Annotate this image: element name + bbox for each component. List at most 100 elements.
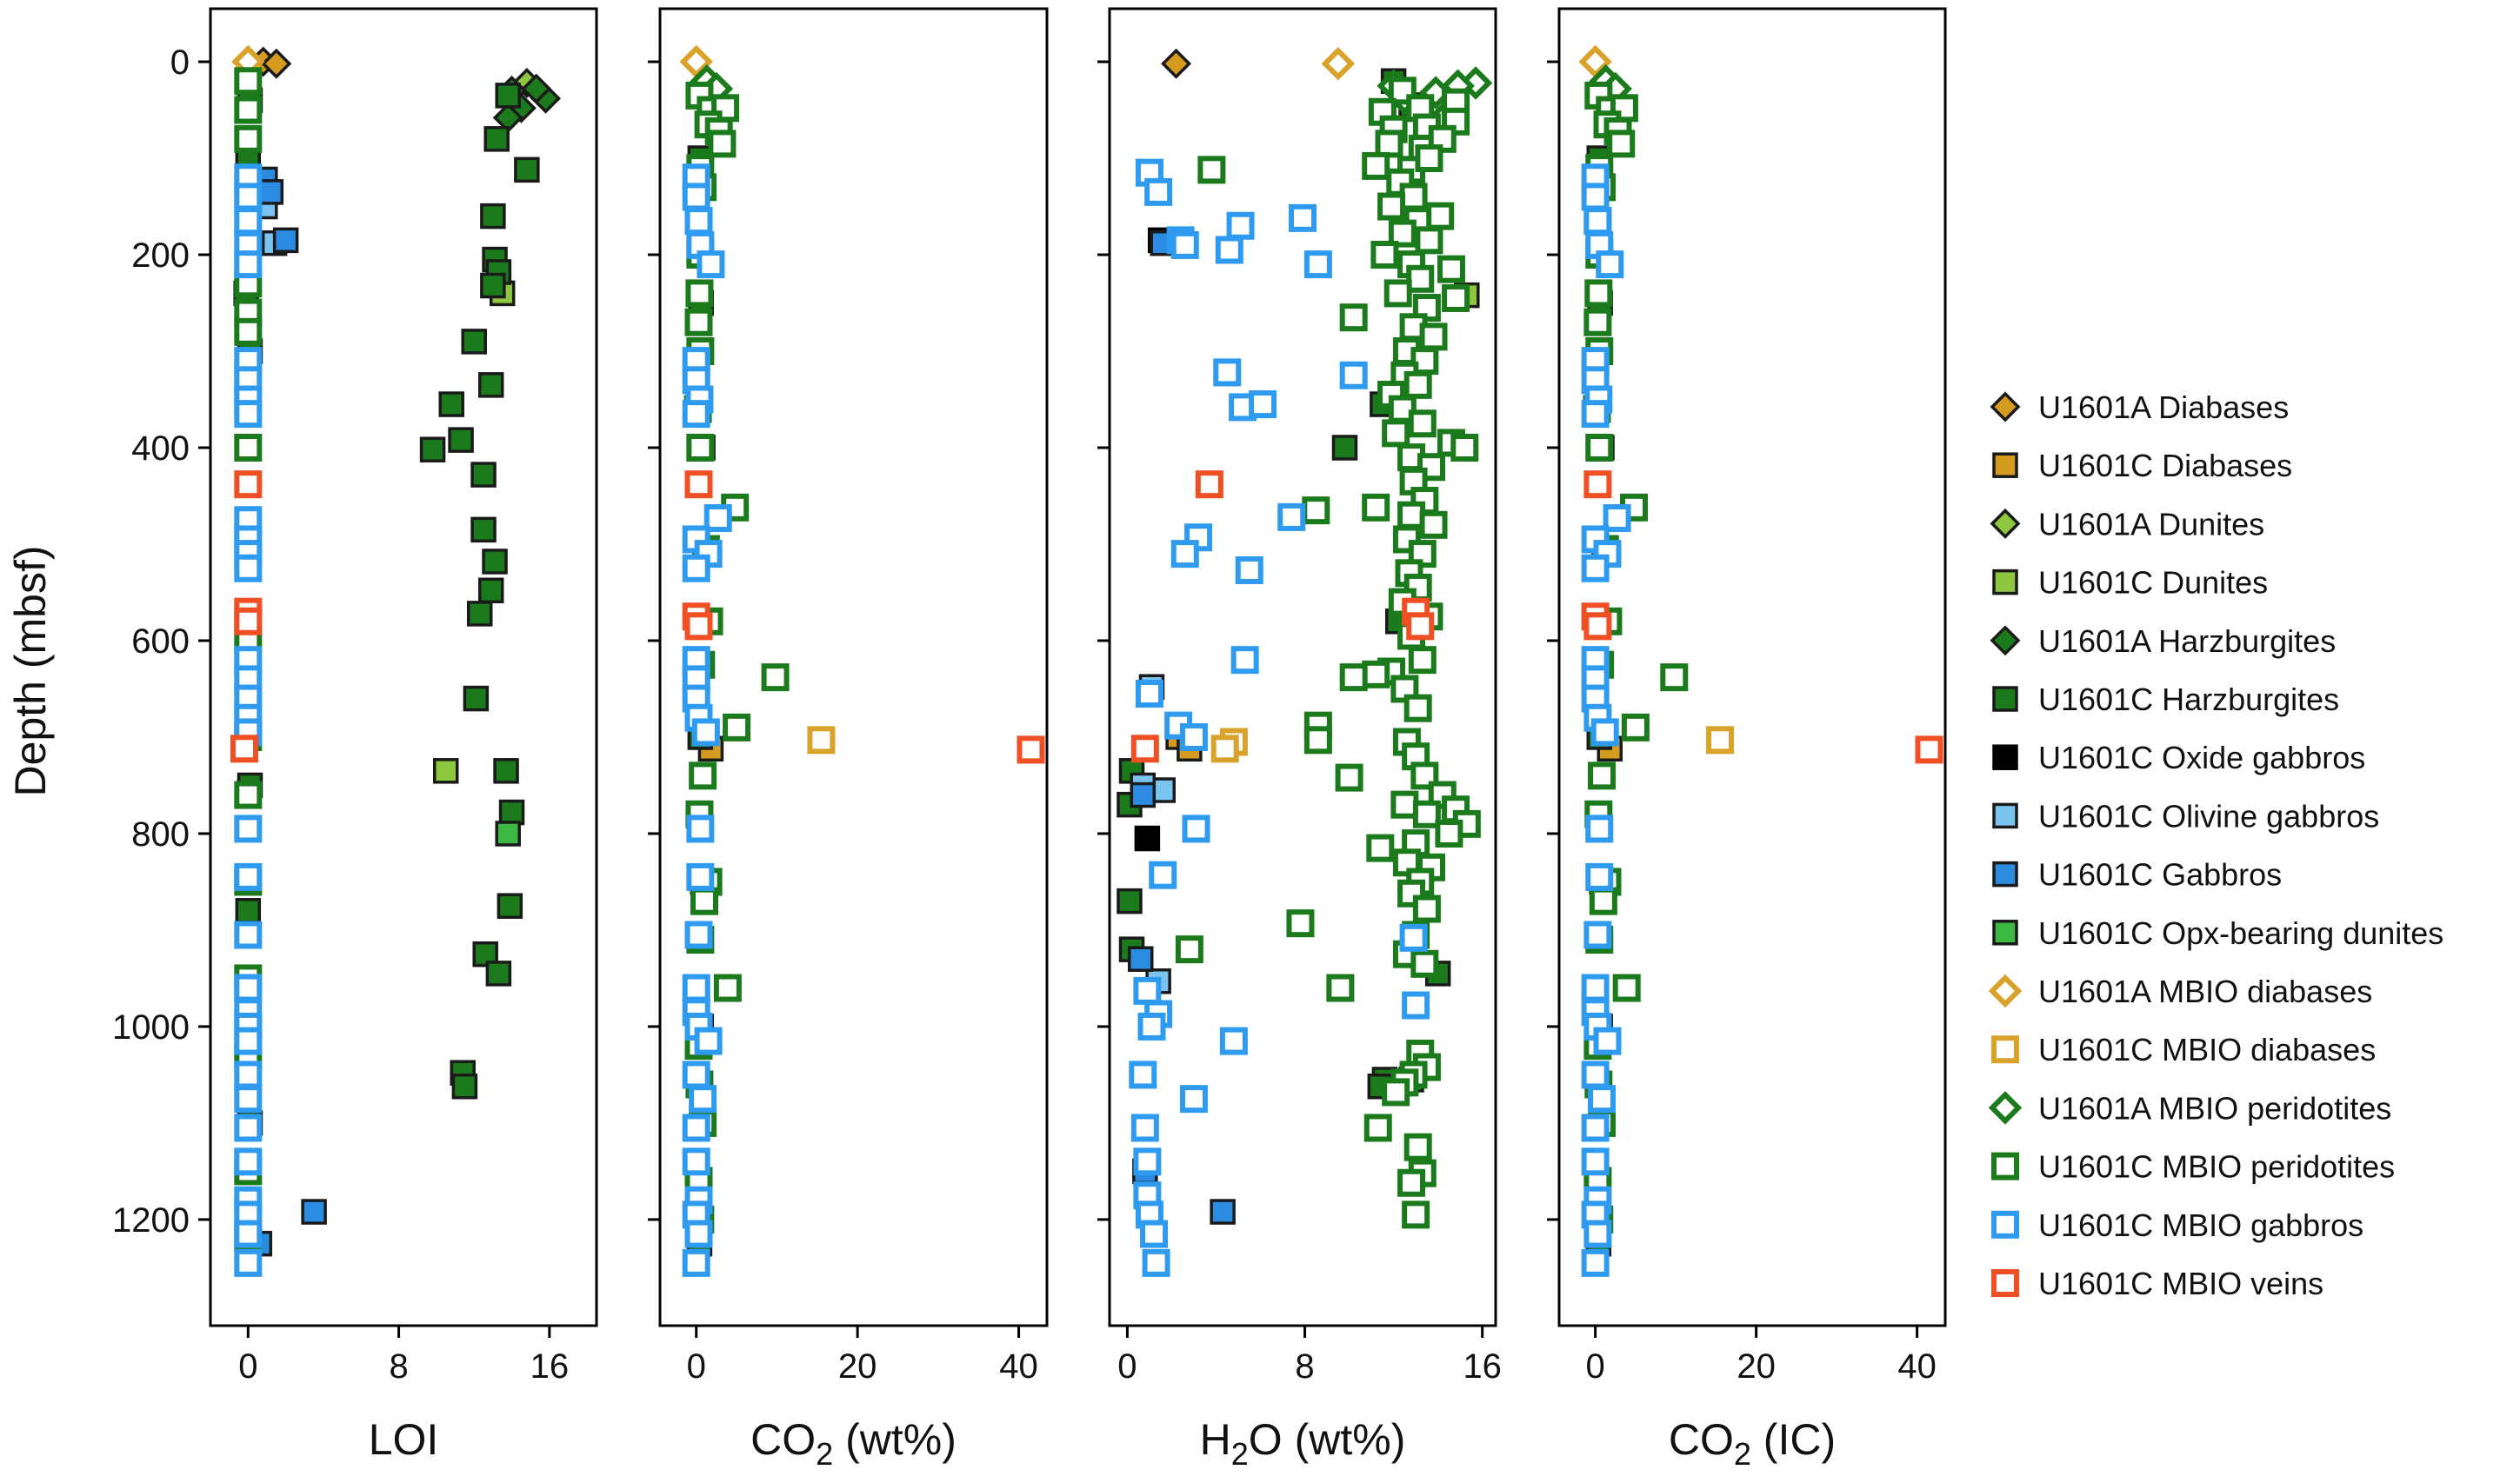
legend-item: U1601A MBIO diabases — [1988, 974, 2372, 1009]
data-point — [234, 862, 263, 891]
data-point — [1303, 726, 1332, 755]
legend-label: U1601C MBIO diabases — [2038, 1032, 2376, 1067]
data-point — [1363, 1114, 1392, 1142]
data-point — [1017, 735, 1045, 764]
plot-frame — [1557, 7, 1947, 1327]
data-point — [723, 713, 751, 742]
data-point — [1399, 923, 1428, 952]
legend-marker — [1991, 1152, 2019, 1180]
data-point — [1362, 660, 1390, 688]
x-tick-label: 40 — [999, 1347, 1038, 1386]
data-point — [1399, 183, 1428, 211]
x-axis-label: CO2 (wt%) — [750, 1415, 957, 1472]
data-point — [234, 554, 263, 582]
data-point — [1213, 358, 1242, 387]
data-point — [234, 470, 263, 499]
data-point — [761, 663, 790, 692]
data-point — [1195, 470, 1223, 499]
data-point — [234, 400, 263, 429]
data-point — [521, 73, 552, 104]
data-point — [684, 470, 713, 499]
legend-label: U1601C Olivine gabbros — [2038, 798, 2379, 834]
data-point — [682, 974, 710, 1002]
legend-item: U1601C Gabbros — [1992, 857, 2282, 893]
legend-label: U1601C Oxide gabbros — [2038, 740, 2365, 775]
data-point — [1581, 400, 1610, 429]
data-point — [257, 179, 284, 205]
data-point — [470, 462, 497, 488]
data-point — [1408, 646, 1437, 675]
data-point — [1130, 781, 1157, 808]
data-point — [1215, 236, 1243, 264]
panel-2: 0 20 40 CO2 (wt%) — [648, 7, 1049, 1472]
data-point — [1607, 130, 1636, 158]
data-point — [234, 124, 263, 153]
legend-item: U1601C MBIO gabbros — [1991, 1207, 2363, 1243]
data-point — [1588, 761, 1617, 790]
data-point — [1402, 1200, 1430, 1229]
legend-label: U1601A Diabases — [2038, 389, 2289, 425]
data-point — [1179, 1085, 1208, 1114]
data-point — [1915, 735, 1943, 764]
data-point — [1450, 434, 1479, 462]
data-point — [514, 156, 540, 183]
legend-marker — [1990, 508, 2021, 539]
series-mgb_c — [234, 163, 263, 1277]
data-point — [684, 1220, 713, 1248]
data-point — [1397, 1168, 1426, 1197]
data-point — [1585, 434, 1614, 462]
data-point — [1442, 283, 1470, 312]
data-point — [234, 781, 263, 809]
data-point — [713, 974, 742, 1002]
series-mdia_c — [1706, 726, 1734, 755]
data-point — [1130, 1114, 1159, 1142]
data-point — [1286, 909, 1315, 938]
series-mgb_c — [682, 163, 732, 1277]
data-point — [1170, 230, 1199, 259]
data-point — [1127, 946, 1154, 972]
data-point — [234, 1114, 263, 1142]
data-point — [1706, 726, 1734, 755]
data-point — [1382, 1078, 1410, 1107]
data-point — [1230, 646, 1259, 675]
x-tick-label: 0 — [1586, 1347, 1605, 1386]
legend-label: U1601A Dunites — [2038, 506, 2264, 542]
data-point — [498, 799, 525, 826]
data-point — [1140, 1220, 1169, 1248]
data-point — [682, 1061, 710, 1089]
data-point — [230, 735, 258, 763]
data-point — [1583, 921, 1612, 949]
data-point — [1583, 207, 1612, 236]
data-point — [1362, 493, 1390, 522]
legend-item: U1601A Dunites — [1990, 506, 2264, 542]
legend-marker — [1991, 1210, 2019, 1239]
plot-frame — [1108, 7, 1497, 1327]
data-point — [448, 427, 474, 453]
data-point — [1144, 177, 1173, 206]
data-point — [234, 250, 263, 279]
data-points — [679, 44, 1045, 1277]
x-tick-label: 0 — [687, 1347, 706, 1386]
data-point — [1585, 862, 1614, 891]
data-point — [689, 1085, 717, 1114]
data-point — [477, 577, 504, 604]
data-point — [1435, 819, 1463, 848]
data-point — [1660, 663, 1689, 692]
y-axis-label: Depth (mbsf) — [6, 546, 55, 797]
data-point — [1135, 680, 1163, 708]
data-point — [234, 974, 263, 1002]
y-tick-label: 0 — [170, 43, 190, 82]
data-point — [684, 612, 713, 641]
x-tick-label: 8 — [389, 1347, 408, 1386]
data-point — [1331, 435, 1358, 461]
data-point — [461, 329, 487, 355]
data-point — [684, 921, 713, 949]
data-point — [1583, 612, 1612, 641]
data-point — [1412, 800, 1441, 828]
x-axis-label: H2O (wt%) — [1200, 1415, 1406, 1472]
legend-label: U1601C Gabbros — [2038, 857, 2282, 893]
data-point — [234, 1220, 263, 1248]
data-point — [234, 317, 263, 346]
data-point — [438, 391, 464, 417]
data-point — [1161, 48, 1192, 79]
